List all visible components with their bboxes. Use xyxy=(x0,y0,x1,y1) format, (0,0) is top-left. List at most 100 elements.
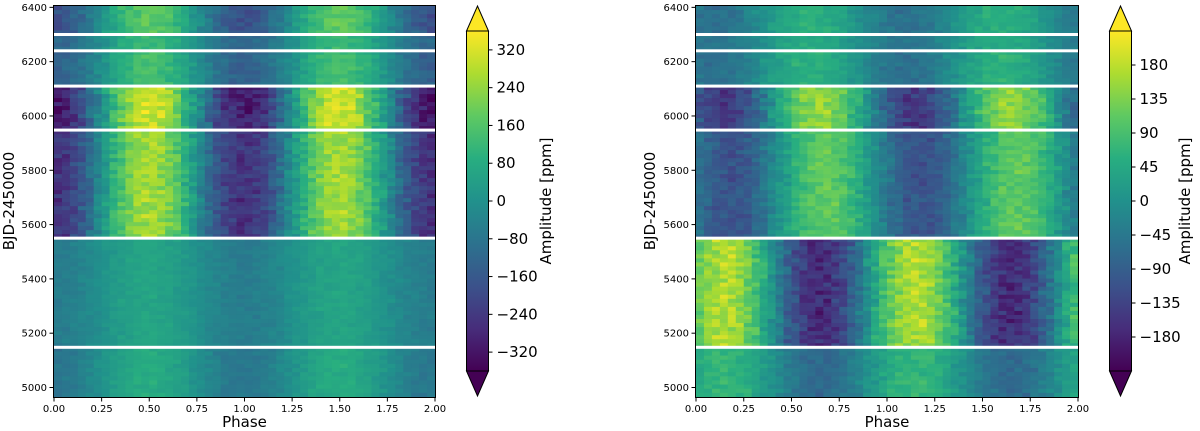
heatmap-cell xyxy=(419,34,428,40)
heatmap-cell xyxy=(236,78,246,83)
heatmap-cell xyxy=(347,270,357,276)
heatmap-cell xyxy=(196,106,206,111)
heatmap-cell xyxy=(783,363,793,369)
heatmap-cell xyxy=(411,302,420,308)
heatmap-cell xyxy=(85,126,95,131)
heatmap-cell xyxy=(411,38,420,44)
heatmap-cell xyxy=(379,26,388,32)
heatmap-cell xyxy=(427,302,436,308)
heatmap-cell xyxy=(117,70,127,75)
heatmap-cell xyxy=(339,323,349,328)
heatmap-cell xyxy=(212,170,222,175)
heatmap-cell xyxy=(427,384,436,390)
heatmap-cell xyxy=(93,46,103,52)
heatmap-cell xyxy=(387,146,396,151)
heatmap-cell xyxy=(347,323,357,328)
heatmap-cell xyxy=(403,286,412,292)
heatmap-cell xyxy=(181,62,190,68)
heatmap-cell xyxy=(69,351,79,357)
heatmap-cell xyxy=(799,347,809,353)
heatmap-cell xyxy=(133,82,142,87)
heatmap-cell xyxy=(228,355,238,361)
heatmap-cell xyxy=(355,70,365,75)
heatmap-cell xyxy=(181,50,190,56)
heatmap-cell xyxy=(315,355,325,361)
heatmap-cell xyxy=(427,242,436,247)
heatmap-cell xyxy=(220,22,230,27)
heatmap-cell xyxy=(260,214,269,219)
heatmap-cell xyxy=(228,58,238,64)
heatmap-cell xyxy=(141,34,150,40)
heatmap-cell xyxy=(363,323,373,328)
heatmap-cell xyxy=(149,310,158,316)
heatmap-cell xyxy=(54,162,63,167)
heatmap-cell xyxy=(276,319,285,324)
heatmap-cell xyxy=(93,298,103,304)
heatmap-cell xyxy=(395,331,404,336)
heatmap-cell xyxy=(244,347,254,353)
heatmap-cell xyxy=(950,347,960,353)
heatmap-cell xyxy=(252,118,261,123)
heatmap-cell xyxy=(419,110,428,115)
heatmap-cell xyxy=(165,74,174,79)
heatmap-cell xyxy=(77,34,87,40)
heatmap-cell xyxy=(395,66,404,72)
heatmap-cell xyxy=(355,102,365,107)
heatmap-cell xyxy=(228,250,238,255)
heatmap-cell xyxy=(212,351,222,357)
heatmap-cell xyxy=(85,290,95,296)
heatmap-cell xyxy=(149,178,158,183)
heatmap-cell xyxy=(379,118,388,123)
heatmap-cell xyxy=(93,327,103,332)
heatmap-cell xyxy=(315,182,325,187)
heatmap-cell xyxy=(109,186,119,191)
heatmap-cell xyxy=(252,323,261,328)
heatmap-cell xyxy=(188,150,198,155)
heatmap-cell xyxy=(331,351,341,357)
heatmap-cell xyxy=(204,298,214,304)
heatmap-cell xyxy=(54,50,63,56)
heatmap-cell xyxy=(196,102,206,107)
heatmap-cell xyxy=(371,30,381,36)
heatmap-cell xyxy=(125,194,134,199)
heatmap-cell xyxy=(331,102,341,107)
heatmap-cell xyxy=(292,18,301,23)
heatmap-cell xyxy=(315,214,325,219)
heatmap-cell xyxy=(1070,351,1079,357)
heatmap-cell xyxy=(69,372,79,377)
heatmap-cell xyxy=(77,38,87,44)
heatmap-cell xyxy=(77,319,87,324)
heatmap-cell xyxy=(998,351,1007,357)
heatmap-cell xyxy=(379,266,388,272)
heatmap-cell xyxy=(395,380,404,386)
heatmap-cell xyxy=(244,26,254,32)
heatmap-cell xyxy=(268,290,277,296)
heatmap-cell xyxy=(855,359,864,365)
heatmap-cell xyxy=(157,319,166,324)
heatmap-cell xyxy=(387,222,396,227)
heatmap-cell xyxy=(220,384,230,390)
heatmap-cell xyxy=(77,22,87,27)
heatmap-cell xyxy=(236,363,246,369)
heatmap-cell xyxy=(204,190,214,195)
heatmap-cell xyxy=(133,335,142,340)
heatmap-cell xyxy=(339,310,349,316)
heatmap-cell xyxy=(109,30,119,36)
heatmap-cell xyxy=(149,170,158,175)
heatmap-cell xyxy=(379,50,388,56)
heatmap-cell xyxy=(188,339,198,344)
heatmap-cell xyxy=(411,134,420,139)
heatmap-cell xyxy=(244,294,254,300)
heatmap-cell xyxy=(125,54,134,60)
heatmap-cell xyxy=(109,222,119,227)
heatmap-cell xyxy=(228,142,238,147)
heatmap-cell xyxy=(419,368,428,373)
heatmap-cell xyxy=(228,258,238,264)
heatmap-cell xyxy=(363,331,373,336)
heatmap-cell xyxy=(69,194,79,199)
heatmap-cell xyxy=(188,182,198,187)
heatmap-cell xyxy=(355,278,365,284)
heatmap-cell xyxy=(117,82,127,87)
heatmap-cell xyxy=(427,392,436,398)
heatmap-cell xyxy=(244,66,254,72)
